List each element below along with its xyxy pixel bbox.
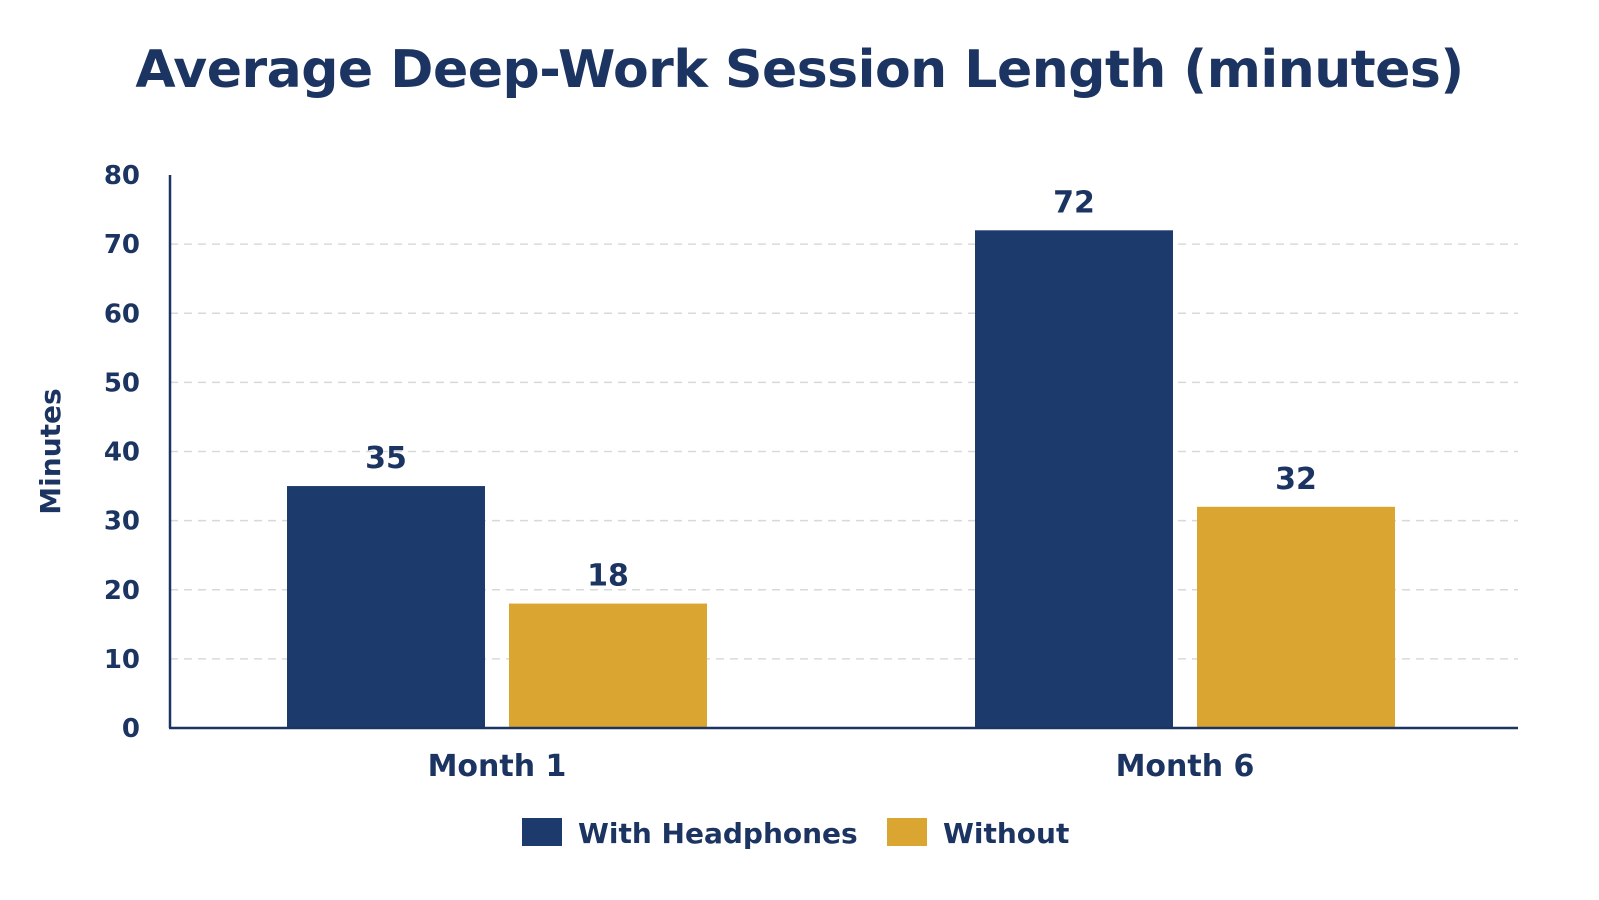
bars-layer bbox=[287, 230, 1395, 729]
data-label: 32 bbox=[1275, 462, 1317, 497]
y-tick-label: 70 bbox=[104, 230, 140, 260]
chart-title: Average Deep-Work Session Length (minute… bbox=[135, 40, 1464, 100]
x-tick-label: Month 6 bbox=[1116, 749, 1255, 784]
x-tick-label: Month 1 bbox=[428, 749, 567, 784]
legend-label: Without bbox=[943, 817, 1069, 850]
legend-item-with-headphones: With Headphones bbox=[522, 817, 858, 850]
bar-without-month-1 bbox=[509, 603, 707, 728]
axes-layer bbox=[168, 175, 1518, 730]
legend: With Headphones Without bbox=[522, 817, 1069, 850]
y-tick-label: 10 bbox=[104, 645, 140, 675]
y-tick-label: 0 bbox=[122, 714, 140, 744]
legend-swatch bbox=[887, 818, 927, 846]
bar-with-headphones-month-6 bbox=[975, 230, 1173, 729]
y-tick-label: 60 bbox=[104, 299, 140, 329]
bar-with-headphones-month-1 bbox=[287, 486, 485, 728]
legend-label: With Headphones bbox=[578, 817, 858, 850]
data-label: 35 bbox=[365, 441, 407, 476]
data-label: 72 bbox=[1053, 185, 1095, 220]
data-label: 18 bbox=[587, 559, 629, 594]
legend-item-without: Without bbox=[887, 817, 1069, 850]
y-tick-label: 40 bbox=[104, 438, 140, 468]
y-tick-label: 80 bbox=[104, 161, 140, 191]
legend-swatch bbox=[522, 818, 562, 846]
y-tick-label: 20 bbox=[104, 576, 140, 606]
y-tick-label: 30 bbox=[104, 507, 140, 537]
y-tick-label: 50 bbox=[104, 368, 140, 398]
labels-layer: 0 10 20 30 40 50 60 70 80 35 18 Month 1 72 32 Month 6 M… bbox=[34, 161, 1317, 784]
bar-without-month-6 bbox=[1197, 506, 1395, 728]
y-axis-title: Minutes bbox=[34, 388, 67, 514]
